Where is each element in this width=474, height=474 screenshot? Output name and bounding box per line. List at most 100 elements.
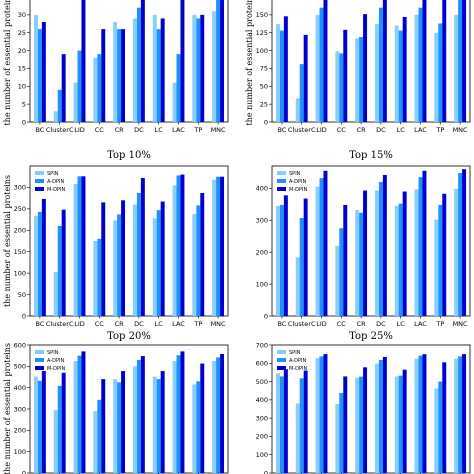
- bar-spin-clusterc: [53, 410, 58, 473]
- y-tick-label: 600: [256, 360, 268, 368]
- x-tick-label: LC: [397, 126, 406, 134]
- bar-spin-mnc: [212, 361, 217, 473]
- bar-m-dpin-dc: [382, 174, 387, 316]
- bar-spin-bc: [33, 14, 38, 122]
- x-tick-label: CC: [337, 320, 347, 328]
- y-tick-label: 100: [256, 280, 268, 288]
- bar-a-dpin-cc: [97, 399, 102, 473]
- bar-m-dpin-lc: [160, 18, 165, 122]
- bar-spin-cr: [113, 379, 118, 473]
- bar-m-dpin-bc: [283, 369, 288, 473]
- bar-m-dpin-bc: [41, 371, 46, 473]
- x-tick-label: CC: [337, 126, 347, 134]
- legend: SPIN A-DPIN M-DPIN: [35, 171, 65, 193]
- bar-a-dpin-cc: [339, 53, 344, 122]
- bar-m-dpin-lc: [160, 201, 165, 316]
- y-tick-label: 300: [256, 217, 268, 225]
- x-tick-label: DC: [376, 126, 386, 134]
- bar-a-dpin-lid: [77, 50, 82, 122]
- bar-a-dpin-clusterc: [57, 226, 62, 316]
- y-axis-label: the number of essential proteins: [3, 175, 12, 307]
- bar-spin-lc: [394, 25, 399, 122]
- y-tick-label: 300: [256, 414, 268, 422]
- legend-label: M-DPIN: [47, 187, 65, 193]
- bar-a-dpin-cr: [359, 37, 364, 122]
- bar-spin-bc: [275, 373, 280, 473]
- bar-spin-cr: [355, 38, 360, 122]
- bar-m-dpin-cc: [343, 204, 348, 316]
- chart-title: Top 25%: [349, 331, 393, 342]
- y-tick-label: 100: [256, 451, 268, 459]
- bar-m-dpin-clusterc: [303, 198, 308, 316]
- bar-a-dpin-lc: [156, 379, 161, 473]
- bar-spin-clusterc: [295, 257, 300, 316]
- bar-a-dpin-dc: [136, 7, 141, 123]
- bar-spin-lid: [73, 361, 78, 473]
- legend-label: A-DPIN: [289, 358, 306, 364]
- y-tick-label: 100: [14, 269, 26, 277]
- bar-m-dpin-lc: [402, 191, 407, 316]
- bar-a-dpin-cc: [97, 238, 102, 316]
- bar-spin-lid: [315, 186, 320, 316]
- legend-label: A-DPIN: [47, 179, 64, 185]
- bar-a-dpin-cc: [97, 54, 102, 122]
- bar-spin-dc: [374, 24, 379, 122]
- x-tick-label: CC: [95, 126, 105, 134]
- bar-spin-bc: [33, 216, 38, 316]
- bar-a-dpin-dc: [378, 181, 383, 316]
- bar-m-dpin-clusterc: [61, 372, 66, 473]
- bar-m-dpin-dc: [140, 0, 145, 122]
- chart-panel-1: 0 5 10 15 20 25 30 BC ClusterC LID CC CR DC LC LAC TP MN…: [3, 0, 229, 134]
- legend-swatch-spin: [277, 171, 286, 175]
- y-tick-label: 250: [14, 205, 26, 213]
- bar-m-dpin-lid: [323, 0, 328, 122]
- y-tick-label: 500: [14, 363, 26, 371]
- legend-label: M-DPIN: [289, 366, 307, 372]
- y-tick-label: 125: [256, 29, 268, 37]
- plot-frame: [271, 0, 471, 123]
- y-tick-label: 20: [18, 47, 26, 55]
- bar-spin-cc: [335, 51, 340, 122]
- x-tick-label: TP: [193, 126, 202, 134]
- bar-a-dpin-clusterc: [299, 378, 304, 473]
- chart-panel-5: 0100200300400500600BCClusterCLIDCCCRDCLC…: [3, 331, 229, 474]
- bar-a-dpin-lid: [77, 176, 82, 316]
- bar-m-dpin-cr: [121, 200, 126, 316]
- bar-a-dpin-lc: [156, 210, 161, 316]
- legend-label: SPIN: [47, 171, 59, 177]
- bar-a-dpin-cc: [339, 392, 344, 473]
- bar-a-dpin-tp: [196, 381, 201, 473]
- x-tick-label: LID: [316, 320, 327, 328]
- x-tick-label: TP: [435, 320, 444, 328]
- chart-title: Top 10%: [107, 150, 151, 161]
- x-tick-label: MNC: [211, 126, 226, 134]
- bar-spin-lc: [152, 14, 157, 122]
- x-tick-label: LID: [74, 320, 85, 328]
- bar-a-dpin-mnc: [458, 173, 463, 316]
- bar-spin-cc: [93, 411, 98, 473]
- bar-spin-cc: [335, 403, 340, 473]
- bar-m-dpin-mnc: [220, 353, 225, 473]
- legend-swatch-a-dpin: [277, 179, 286, 183]
- bar-m-dpin-lid: [81, 0, 86, 122]
- bar-a-dpin-dc: [136, 193, 141, 316]
- bar-a-dpin-lac: [418, 177, 423, 316]
- bar-spin-cr: [355, 210, 360, 316]
- bar-m-dpin-cc: [101, 202, 106, 316]
- bar-m-dpin-tp: [442, 193, 447, 316]
- bar-spin-tp: [192, 214, 197, 316]
- chart-title: Top 15%: [349, 150, 393, 161]
- bar-m-dpin-cc: [343, 29, 348, 122]
- x-tick-label: TP: [193, 320, 202, 328]
- chart-panel-6: 0100200300400500600700BCClusterCLIDCCCRD…: [256, 331, 471, 474]
- bar-m-dpin-tp: [200, 14, 205, 122]
- x-tick-label: LC: [155, 320, 164, 328]
- x-tick-label: CC: [95, 320, 105, 328]
- x-tick-label: LAC: [414, 126, 427, 134]
- x-tick-label: BC: [35, 126, 44, 134]
- y-tick-label: 15: [18, 65, 26, 73]
- y-axis-label: the number of essential proteins: [245, 0, 254, 126]
- legend-label: SPIN: [47, 350, 59, 356]
- bar-m-dpin-clusterc: [303, 34, 308, 122]
- bar-m-dpin-tp: [442, 0, 447, 122]
